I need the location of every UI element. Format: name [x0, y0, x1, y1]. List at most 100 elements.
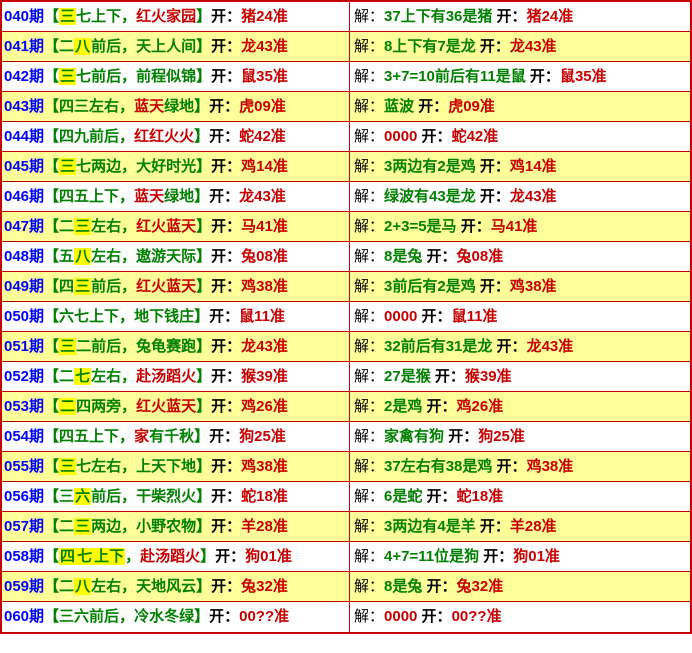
jie-label: 解： [354, 98, 384, 115]
result-text: 鸡26准 [241, 398, 288, 415]
jie-text: 0000 [384, 128, 417, 145]
bracket-open: 【 [44, 548, 59, 565]
phrase-seg: 四五上下 [59, 188, 119, 205]
phrase-seg: 五 [59, 248, 74, 265]
row-right: 解：2是鸡 开：鸡26准 [350, 392, 690, 421]
row-left: 044期【四九前后，红红火火】开：蛇42准 [2, 122, 350, 151]
period-label: 048期 [4, 248, 44, 265]
separator: ， [119, 188, 134, 205]
kai-label: 开： [211, 578, 241, 595]
kai-label: 开： [209, 428, 239, 445]
period-label: 043期 [4, 98, 44, 115]
separator: ， [121, 368, 136, 385]
result2-text: 羊28准 [510, 518, 557, 535]
kai2-label: 开： [492, 338, 526, 355]
bracket-open: 【 [44, 488, 59, 505]
table-row: 046期【四五上下，蓝天绿地】开：龙43准解：绿波有43是龙 开：龙43准 [2, 182, 690, 212]
jie-text: 3两边有2是鸡 [384, 158, 476, 175]
table-row: 042期【三七前后，前程似锦】开：鼠35准解：3+7=10前后有11是鼠 开：鼠… [2, 62, 690, 92]
bracket-close: 】 [196, 338, 211, 355]
jie-text: 37上下有36是猪 [384, 8, 492, 25]
row-right: 解：8是兔 开：兔32准 [350, 572, 690, 601]
jie-text: 0000 [384, 608, 417, 625]
kai-label: 开： [211, 458, 241, 475]
row-right: 解：绿波有43是龙 开：龙43准 [350, 182, 690, 211]
row-left: 046期【四五上下，蓝天绿地】开：龙43准 [2, 182, 350, 211]
result2-text: 虎09准 [448, 98, 495, 115]
result2-text: 蛇18准 [457, 488, 504, 505]
separator: ， [121, 158, 136, 175]
row-right: 解：3前后有2是鸡 开：鸡38准 [350, 272, 690, 301]
kai-label: 开： [211, 248, 241, 265]
bracket-open: 【 [44, 338, 59, 355]
row-right: 解：32前后有31是龙 开：龙43准 [350, 332, 690, 361]
bracket-close: 】 [196, 278, 211, 295]
jie-label: 解： [354, 278, 384, 295]
kai2-label: 开： [417, 308, 451, 325]
tail-text: 红红火火 [134, 128, 194, 145]
table-row: 043期【四三左右，蓝天绿地】开：虎09准解：蓝波 开：虎09准 [2, 92, 690, 122]
bracket-close: 】 [196, 158, 211, 175]
kai-label: 开： [209, 308, 239, 325]
row-left: 047期【二三左右，红火蓝天】开：马41准 [2, 212, 350, 241]
bracket-close: 】 [200, 548, 215, 565]
period-label: 042期 [4, 68, 44, 85]
period-label: 046期 [4, 188, 44, 205]
separator: ， [125, 548, 140, 565]
table-row: 048期【五八左右，遨游天际】开：兔08准解：8是兔 开：兔08准 [2, 242, 690, 272]
row-left: 060期【三六前后，冷水冬绿】开：00??准 [2, 602, 350, 632]
result-text: 鸡38准 [241, 278, 288, 295]
kai-label: 开： [211, 398, 241, 415]
bracket-close: 】 [194, 188, 209, 205]
bracket-open: 【 [44, 578, 59, 595]
bracket-open: 【 [44, 68, 59, 85]
result-text: 龙43准 [241, 38, 288, 55]
jie-text: 8上下有7是龙 [384, 38, 476, 55]
phrase-seg: 上下 [91, 8, 121, 25]
jie-label: 解： [354, 458, 384, 475]
jie-label: 解： [354, 158, 384, 175]
kai2-label: 开： [526, 68, 560, 85]
result2-text: 蛇42准 [452, 128, 499, 145]
result2-text: 鸡14准 [510, 158, 557, 175]
kai-label: 开： [211, 68, 241, 85]
row-left: 056期【三六前后，干柴烈火】开：蛇18准 [2, 482, 350, 511]
phrase-seg: 三 [59, 158, 76, 175]
tail-text: 兔龟赛跑 [136, 338, 196, 355]
table-row: 040期【三七上下，红火家园】开：猪24准解：37上下有36是猪 开：猪24准 [2, 2, 690, 32]
table-row: 049期【四三前后，红火蓝天】开：鸡38准解：3前后有2是鸡 开：鸡38准 [2, 272, 690, 302]
tail-text: 冷水冬绿 [134, 608, 194, 625]
tail-part: 蓝天 [134, 188, 164, 205]
period-label: 057期 [4, 518, 44, 535]
jie-label: 解： [354, 398, 384, 415]
bracket-open: 【 [44, 608, 59, 625]
tail-part: 有千秋 [149, 428, 194, 445]
jie-text: 绿波有43是龙 [384, 188, 476, 205]
jie-label: 解： [354, 608, 384, 625]
table-row: 060期【三六前后，冷水冬绿】开：00??准解：0000 开：00??准 [2, 602, 690, 632]
result-text: 兔08准 [241, 248, 288, 265]
row-left: 045期【三七两边，大好时光】开：鸡14准 [2, 152, 350, 181]
kai2-label: 开： [422, 248, 456, 265]
row-right: 解：3两边有4是羊 开：羊28准 [350, 512, 690, 541]
kai2-label: 开： [417, 608, 451, 625]
phrase-seg: 二 [59, 368, 74, 385]
lottery-table: 040期【三七上下，红火家园】开：猪24准解：37上下有36是猪 开：猪24准 0… [0, 0, 692, 634]
jie-label: 解： [354, 488, 384, 505]
bracket-close: 】 [194, 608, 209, 625]
separator: ， [121, 248, 136, 265]
phrase-seg: 两旁 [91, 398, 121, 415]
phrase-seg: 三 [59, 458, 76, 475]
separator: ， [121, 338, 136, 355]
result2-text: 兔32准 [457, 578, 504, 595]
period-label: 060期 [4, 608, 44, 625]
period-label: 055期 [4, 458, 44, 475]
jie-text: 蓝波 [384, 98, 414, 115]
kai-label: 开： [211, 488, 241, 505]
row-left: 054期【四五上下，家有千秋】开：狗25准 [2, 422, 350, 451]
separator: ， [121, 488, 136, 505]
table-row: 057期【二三两边，小野农物】开：羊28准解：3两边有4是羊 开：羊28准 [2, 512, 690, 542]
kai2-label: 开： [422, 578, 456, 595]
period-label: 044期 [4, 128, 44, 145]
result2-text: 马41准 [491, 218, 538, 235]
